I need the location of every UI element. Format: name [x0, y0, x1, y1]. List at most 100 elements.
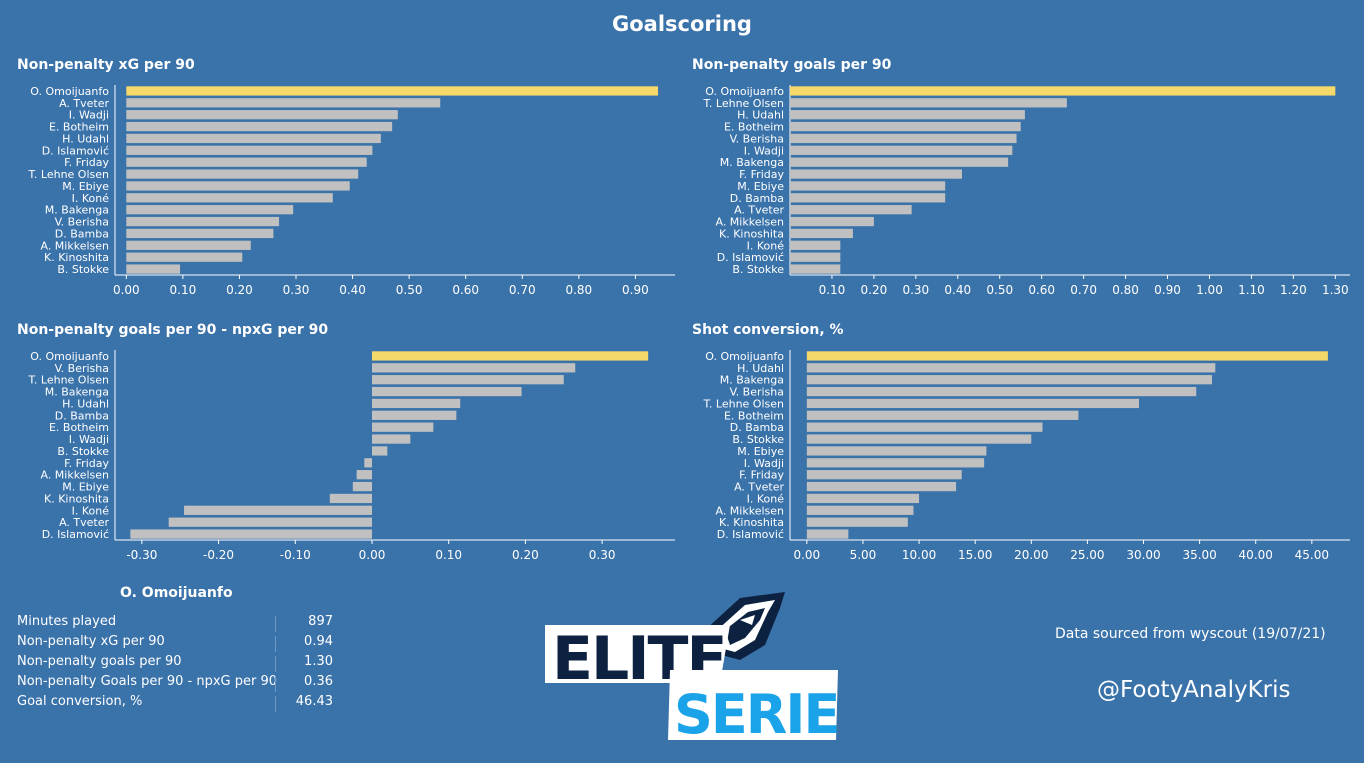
tick-label: 25.00: [1070, 548, 1104, 562]
bar: [371, 363, 576, 373]
logo-serien-text: SERIEN: [674, 683, 840, 745]
category-label: V. Berisha: [730, 386, 784, 399]
bar: [126, 181, 350, 191]
category-label: B. Stokke: [57, 445, 109, 458]
bar: [352, 481, 372, 492]
tick-label: 15.00: [958, 548, 992, 562]
category-label: V. Berisha: [730, 132, 784, 145]
tick-label: -0.20: [203, 548, 234, 562]
tick-label: 0.10: [435, 548, 462, 562]
stat-label: Non-penalty goals per 90: [17, 654, 182, 669]
tick-label: 0.20: [226, 283, 253, 297]
tick-label: 0.80: [1112, 283, 1139, 297]
tick-label: 1.00: [1196, 283, 1223, 297]
bar: [806, 386, 1197, 397]
category-label: K. Kinoshita: [44, 251, 109, 264]
bar: [790, 157, 1009, 167]
category-label: I. Koné: [72, 192, 110, 205]
bar: [126, 133, 381, 144]
tick-label: 0.20: [861, 283, 888, 297]
category-label: M. Bakenga: [720, 156, 784, 169]
category-label: M. Bakenga: [720, 374, 784, 387]
tick-label: 30.00: [1126, 548, 1160, 562]
bar: [126, 169, 359, 179]
bar: [806, 351, 1328, 361]
bar: [126, 252, 243, 262]
tick-label: -0.30: [126, 548, 157, 562]
bar: [806, 481, 957, 492]
category-label: A. Mikkelsen: [40, 469, 109, 482]
tick-label: 0.40: [339, 283, 366, 297]
bar: [806, 363, 1216, 373]
bar: [126, 240, 251, 250]
author-handle: @FootyAnalyKris: [1097, 677, 1291, 703]
tick-label: 0.30: [589, 548, 616, 562]
category-label: O. Omoijuanfo: [30, 350, 109, 363]
category-label: D. Islamović: [717, 528, 784, 541]
category-label: I. Wadji: [744, 457, 784, 470]
bar: [790, 169, 962, 179]
bar: [126, 86, 659, 96]
bar: [356, 470, 372, 480]
bar: [790, 193, 946, 203]
stat-label: Minutes played: [17, 614, 117, 629]
bar: [806, 458, 985, 468]
data-source-note: Data sourced from wyscout (19/07/21): [1055, 626, 1326, 642]
tick-label: 1.10: [1238, 283, 1265, 297]
bar: [126, 98, 441, 108]
tick-label: 10.00: [902, 548, 936, 562]
category-label: D. Bamba: [55, 409, 109, 422]
bar: [126, 228, 274, 239]
bar: [364, 458, 372, 468]
tick-label: 0.80: [565, 283, 592, 297]
category-label: B. Stokke: [732, 433, 784, 446]
category-label: D. Bamba: [730, 192, 784, 205]
tick-label: 0.60: [452, 283, 479, 297]
category-label: D. Islamović: [42, 528, 109, 541]
bar: [371, 386, 522, 397]
category-label: T. Lehne Olsen: [27, 374, 109, 387]
bar: [126, 110, 398, 120]
category-label: D. Islamović: [42, 144, 109, 157]
eliteserien-logo: ELITE SERIEN: [545, 592, 840, 745]
category-label: A. Tveter: [734, 204, 784, 217]
stat-row-npxg: Non-penalty xG per 90 0.94: [17, 634, 337, 654]
stat-value: 897: [308, 614, 333, 629]
category-label: A. Mikkelsen: [40, 239, 109, 252]
stat-row-npg: Non-penalty goals per 90 1.30: [17, 654, 337, 674]
stat-value: 46.43: [295, 694, 333, 709]
tick-label: 0.20: [512, 548, 539, 562]
tick-label: 5.00: [850, 548, 877, 562]
tick-label: 0.60: [1028, 283, 1055, 297]
bar: [126, 205, 294, 215]
stat-divider: [275, 656, 276, 672]
category-label: A. Tveter: [59, 97, 109, 110]
bar: [130, 529, 372, 539]
category-label: B. Stokke: [57, 263, 109, 276]
category-label: M. Ebiye: [62, 180, 109, 193]
category-label: D. Bamba: [55, 227, 109, 240]
bar: [126, 193, 333, 203]
stat-label: Non-penalty xG per 90: [17, 634, 165, 649]
category-label: K. Kinoshita: [44, 492, 109, 505]
chart-title-diff: Non-penalty goals per 90 - npxG per 90: [17, 322, 329, 338]
category-label: A. Tveter: [734, 481, 784, 494]
bar: [806, 446, 987, 456]
category-label: I. Koné: [72, 504, 110, 517]
category-label: T. Lehne Olsen: [702, 397, 784, 410]
tick-label: 0.30: [902, 283, 929, 297]
category-label: E. Botheim: [724, 121, 784, 134]
bar: [790, 110, 1025, 120]
bar: [790, 98, 1067, 108]
bar: [806, 410, 1079, 420]
bar: [126, 145, 373, 155]
bar: [126, 264, 181, 274]
category-label: I. Wadji: [744, 144, 784, 157]
category-label: A. Tveter: [59, 516, 109, 529]
stat-divider: [275, 616, 276, 632]
bar: [806, 493, 920, 504]
tick-label: 0.90: [1154, 283, 1181, 297]
bar: [806, 422, 1043, 432]
stat-value: 0.94: [304, 634, 333, 649]
